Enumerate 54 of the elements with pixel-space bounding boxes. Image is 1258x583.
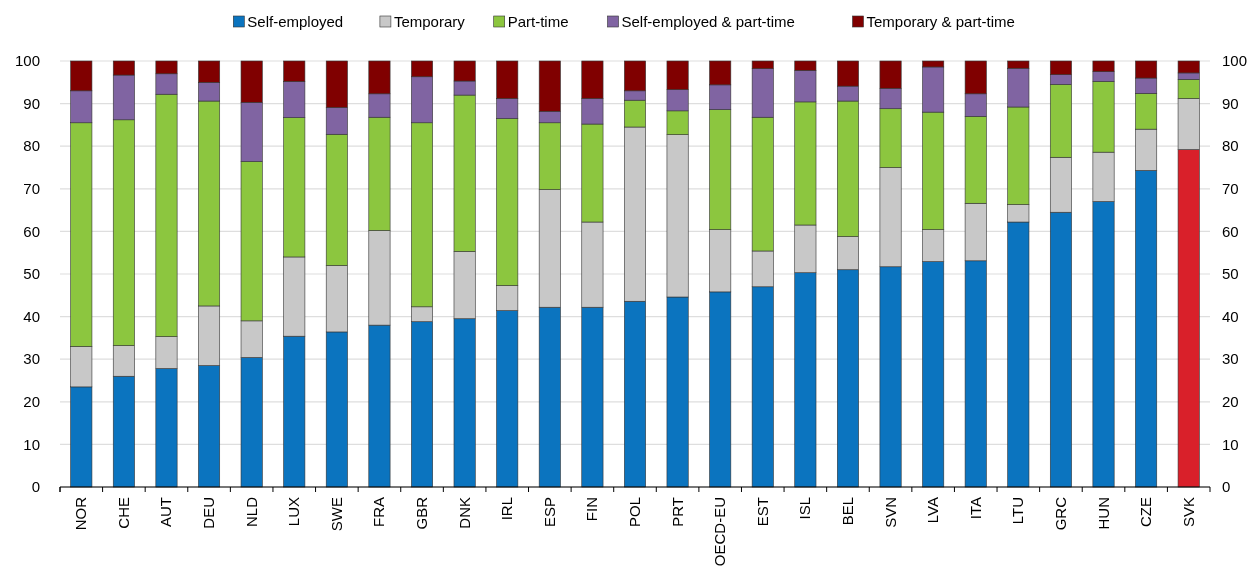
y-tick-label: 30 bbox=[23, 350, 40, 368]
x-tick-label: DNK bbox=[455, 497, 473, 529]
x-tick-label: FIN bbox=[583, 497, 601, 522]
y-tick-label: 40 bbox=[23, 307, 40, 325]
y-tick-label: 20 bbox=[23, 393, 40, 411]
legend-label: Temporary bbox=[393, 13, 466, 31]
y-tick-label: 60 bbox=[23, 222, 40, 240]
x-tick-label: ISL bbox=[796, 497, 814, 520]
y2-tick-label: 60 bbox=[1222, 222, 1239, 240]
y-tick-label: 10 bbox=[23, 435, 40, 453]
legend-label: Temporary & part-time bbox=[866, 13, 1015, 31]
legend-label: Self-employed & part-time bbox=[621, 13, 795, 31]
x-tick-label: IRL bbox=[498, 497, 516, 521]
y2-tick-label: 40 bbox=[1222, 307, 1239, 325]
x-tick-label: ESP bbox=[540, 497, 558, 528]
y-tick-label: 70 bbox=[23, 180, 40, 198]
legend-label: Part-time bbox=[507, 13, 569, 31]
x-tick-label: NLD bbox=[242, 496, 260, 528]
y2-tick-label: 50 bbox=[1222, 265, 1239, 283]
y-tick-label: 100 bbox=[14, 52, 40, 70]
x-tick-label: ITA bbox=[966, 497, 984, 520]
x-tick-label: OECD-EU bbox=[711, 497, 729, 567]
x-tick-label: CHE bbox=[114, 497, 132, 529]
x-tick-label: LTU bbox=[1009, 497, 1027, 525]
x-tick-label: LVA bbox=[924, 497, 942, 524]
y2-tick-label: 0 bbox=[1222, 478, 1231, 496]
y2-tick-label: 30 bbox=[1222, 350, 1239, 368]
y-tick-label: 0 bbox=[31, 478, 40, 496]
x-tick-label: HUN bbox=[1094, 497, 1112, 530]
x-tick-label: GBR bbox=[413, 496, 431, 530]
x-tick-label: LUX bbox=[285, 497, 303, 527]
legend-label: Self-employed bbox=[247, 13, 344, 31]
y2-tick-label: 10 bbox=[1222, 435, 1239, 453]
y-tick-label: 50 bbox=[23, 265, 40, 283]
x-tick-label: BEL bbox=[838, 497, 856, 526]
y2-tick-label: 20 bbox=[1222, 393, 1239, 411]
x-tick-label: AUT bbox=[157, 497, 175, 527]
y2-tick-label: 100 bbox=[1222, 52, 1248, 70]
y-tick-label: 90 bbox=[23, 94, 40, 112]
x-tick-label: DEU bbox=[200, 497, 218, 529]
x-tick-label: SWE bbox=[327, 497, 345, 532]
x-tick-label: NOR bbox=[72, 496, 90, 531]
x-tick-label: PRT bbox=[668, 497, 686, 527]
y2-tick-label: 70 bbox=[1222, 180, 1239, 198]
x-tick-label: SVK bbox=[1179, 497, 1197, 528]
y-tick-label: 80 bbox=[23, 137, 40, 155]
x-tick-label: EST bbox=[753, 497, 771, 527]
x-tick-label: FRA bbox=[370, 497, 388, 527]
y2-tick-label: 80 bbox=[1222, 137, 1239, 155]
x-tick-label: POL bbox=[626, 497, 643, 528]
x-tick-label: CZE bbox=[1137, 497, 1155, 527]
x-tick-label: GRC bbox=[1051, 496, 1069, 531]
y2-tick-label: 90 bbox=[1222, 94, 1239, 112]
x-tick-label: SVN bbox=[881, 497, 899, 528]
